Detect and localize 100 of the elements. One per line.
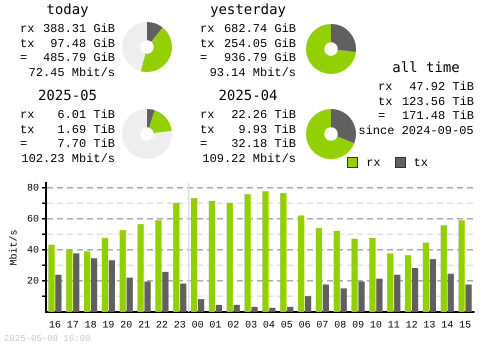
text: tx <box>200 36 214 50</box>
chart-title: today <box>45 2 90 18</box>
bar <box>465 284 472 312</box>
x-tick-label: 09 <box>352 320 364 332</box>
x-tick-label: 12 <box>406 320 418 332</box>
x-tick-label: 13 <box>423 320 436 332</box>
text: since 2024-09-05 <box>358 124 474 138</box>
bar <box>180 284 186 312</box>
bar <box>394 274 400 312</box>
text: 254.05 GiB <box>224 36 296 50</box>
x-tick-label: 07 <box>316 320 328 332</box>
bar <box>155 220 162 312</box>
bar <box>280 193 286 312</box>
text: 6.01 TiB <box>57 108 115 122</box>
bar <box>369 238 376 312</box>
bar <box>304 296 312 312</box>
bar <box>55 274 62 312</box>
bar <box>351 238 358 312</box>
bar <box>262 191 269 312</box>
bar <box>234 304 240 312</box>
text: 72.45 Mbit/s <box>28 66 115 80</box>
bar <box>298 215 304 312</box>
bar <box>162 272 169 312</box>
bar <box>244 194 251 312</box>
text: 682.74 GiB <box>224 22 296 36</box>
text: 388.31 GiB <box>42 22 115 36</box>
x-tick-label: 20 <box>120 320 132 332</box>
bar <box>422 242 430 312</box>
text: tx <box>200 122 214 136</box>
x-tick-label: 14 <box>441 320 454 332</box>
bar <box>102 238 108 312</box>
text: 93.14 Mbit/s <box>210 66 296 80</box>
text: 936.79 GiB <box>224 51 296 65</box>
bar <box>66 250 72 312</box>
x-tick-label: 05 <box>280 320 293 332</box>
bar <box>144 282 151 312</box>
text: 9.93 TiB <box>238 122 296 136</box>
bar <box>208 200 216 312</box>
x-tick-label: 23 <box>174 320 186 332</box>
y-tick-label: 60 <box>26 214 39 226</box>
bar <box>216 304 222 312</box>
bar <box>430 259 436 312</box>
x-tick-label: 01 <box>209 320 222 332</box>
legend-label: rx <box>366 156 381 170</box>
y-axis-title: Mbit/s <box>8 229 21 266</box>
x-tick-label: 15 <box>459 320 472 332</box>
x-tick-label: 18 <box>84 320 97 332</box>
text: 171.48 TiB <box>402 109 474 123</box>
bar <box>48 244 55 312</box>
bar <box>126 278 133 312</box>
text: = <box>200 137 208 151</box>
x-tick-label: 06 <box>298 320 311 332</box>
x-tick-label: 00 <box>192 320 204 332</box>
text: 97.48 GiB <box>50 36 115 50</box>
chart-title: 2025-05 <box>36 88 98 104</box>
text: rx <box>20 108 34 122</box>
text: 7.70 TiB <box>57 137 115 151</box>
text: rx <box>378 80 392 94</box>
x-tick-label: 10 <box>370 320 382 332</box>
bar <box>358 282 365 312</box>
x-tick-label: 11 <box>388 320 400 332</box>
x-tick-label: 16 <box>48 320 61 332</box>
x-tick-label: 02 <box>227 320 240 332</box>
text: 32.18 TiB <box>231 137 296 151</box>
bar <box>334 231 340 312</box>
legend-label: tx <box>414 156 428 170</box>
bar <box>73 253 80 312</box>
bar <box>376 278 383 312</box>
text: rx <box>200 108 214 122</box>
bar <box>316 228 322 312</box>
text: 123.56 TiB <box>402 94 474 108</box>
bar <box>269 308 276 312</box>
x-tick-label: 04 <box>262 320 275 332</box>
bar <box>458 220 465 312</box>
bar <box>190 198 198 312</box>
y-tick-label: 40 <box>26 245 39 256</box>
text: tx <box>378 94 392 108</box>
text: all time <box>391 60 461 76</box>
x-tick-label: 21 <box>138 320 150 332</box>
x-tick-label: 08 <box>334 320 346 332</box>
y-tick-label: 80 <box>26 183 39 194</box>
chart-title: 2025-04 <box>217 88 278 104</box>
bar <box>412 268 418 312</box>
bar <box>440 225 447 312</box>
bar <box>137 224 144 312</box>
x-tick-label: 22 <box>156 320 168 332</box>
chart-title: yesterday <box>209 2 287 18</box>
text: = <box>200 51 208 65</box>
text: rx <box>200 22 214 36</box>
text: 102.23 Mbit/s <box>21 152 115 166</box>
bar <box>322 284 330 312</box>
bar <box>287 306 294 312</box>
text: 109.22 Mbit/s <box>202 152 296 166</box>
text: 22.26 TiB <box>231 108 296 122</box>
bar <box>108 260 116 312</box>
bar <box>226 202 233 312</box>
text: tx <box>20 36 34 50</box>
text: = <box>20 137 28 151</box>
bar <box>120 230 126 312</box>
x-tick-label: 19 <box>102 320 114 332</box>
